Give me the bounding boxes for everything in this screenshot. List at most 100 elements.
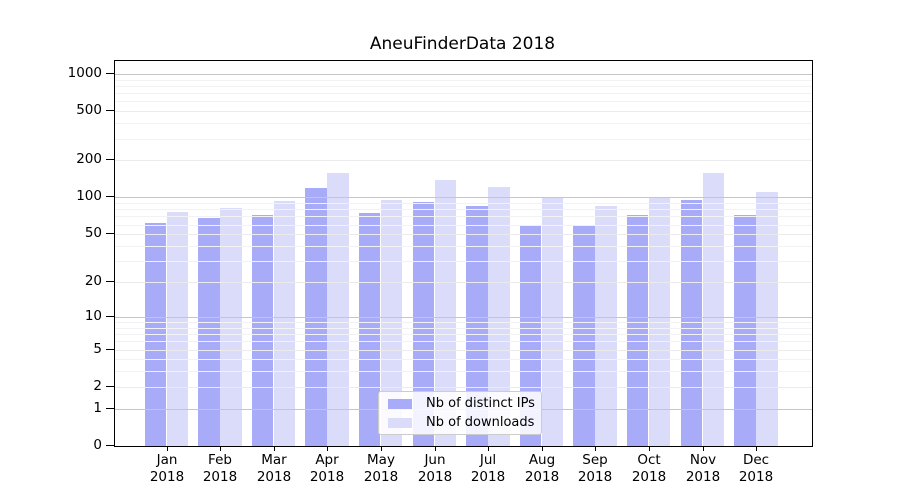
bar-distinct-ips-apr — [305, 187, 327, 446]
gridline-3 — [115, 371, 812, 372]
x-tick-mark-feb — [220, 446, 221, 451]
gridline-100 — [115, 197, 812, 198]
month-label: Aug — [528, 452, 556, 468]
x-tick-mark-aug — [542, 446, 543, 451]
gridline-70 — [115, 216, 812, 217]
bar-downloads-jul — [488, 186, 510, 446]
gridline-60 — [115, 225, 812, 226]
x-tick-label-sep: Sep 2018 — [567, 452, 623, 486]
year-label: 2018 — [149, 469, 185, 485]
x-tick-label-apr: Apr 2018 — [299, 452, 355, 486]
month-label: Feb — [208, 452, 232, 468]
bar-distinct-ips-mar — [251, 214, 274, 446]
y-tick-mark-1 — [106, 408, 114, 409]
gridline-300 — [115, 139, 812, 140]
month-label: Jun — [424, 452, 446, 468]
bar-distinct-ips-feb — [198, 217, 220, 446]
month-label: May — [367, 452, 395, 468]
gridline-800 — [115, 86, 812, 87]
x-tick-mark-jul — [488, 446, 489, 451]
y-tick-label-10: 10 — [84, 308, 102, 324]
y-tick-mark-1000 — [106, 73, 114, 74]
y-tick-label-5: 5 — [93, 341, 102, 357]
year-label: 2018 — [524, 469, 560, 485]
gridline-200 — [115, 160, 812, 161]
year-label: 2018 — [577, 469, 613, 485]
x-tick-mark-nov — [703, 446, 704, 451]
y-tick-label-50: 50 — [84, 225, 102, 241]
y-tick-mark-2 — [106, 386, 114, 387]
gridline-80 — [115, 209, 812, 210]
x-tick-mark-sep — [595, 446, 596, 451]
year-label: 2018 — [417, 469, 453, 485]
bar-distinct-ips-aug — [519, 225, 542, 446]
gridline-7 — [115, 334, 812, 335]
y-tick-label-1000: 1000 — [67, 65, 102, 81]
legend-swatch-downloads — [388, 417, 412, 428]
x-tick-mark-dec — [756, 446, 757, 451]
month-label: Dec — [742, 452, 770, 468]
gridline-5 — [115, 350, 812, 351]
bar-distinct-ips-sep — [573, 225, 595, 446]
x-tick-label-mar: Mar 2018 — [246, 452, 302, 486]
month-label: Nov — [689, 452, 717, 468]
x-tick-label-jun: Jun 2018 — [407, 452, 463, 486]
y-tick-mark-50 — [106, 233, 114, 234]
gridline-4 — [115, 359, 812, 360]
gridline-600 — [115, 101, 812, 102]
gridline-20 — [115, 282, 812, 283]
gridline-1000 — [115, 74, 812, 75]
legend-swatch-distinct-ips — [388, 398, 412, 409]
bar-downloads-mar — [273, 201, 296, 446]
x-tick-mark-jan — [167, 446, 168, 451]
legend-item-downloads: Nb of downloads — [388, 415, 534, 430]
x-tick-label-dec: Dec 2018 — [728, 452, 784, 486]
bar-distinct-ips-jul — [466, 206, 488, 446]
year-label: 2018 — [685, 469, 721, 485]
y-tick-label-200: 200 — [76, 151, 102, 167]
y-tick-label-100: 100 — [76, 188, 102, 204]
y-tick-mark-0 — [106, 445, 114, 446]
bar-downloads-feb — [220, 208, 242, 446]
year-label: 2018 — [631, 469, 667, 485]
month-label: Jan — [156, 452, 178, 468]
legend: Nb of distinct IPs Nb of downloads — [378, 391, 542, 435]
x-tick-label-feb: Feb 2018 — [192, 452, 248, 486]
legend-item-distinct-ips: Nb of distinct IPs — [388, 396, 535, 411]
gridline-8 — [115, 328, 812, 329]
gridline-6 — [115, 341, 812, 342]
gridline-9 — [115, 322, 812, 323]
year-label: 2018 — [309, 469, 345, 485]
x-tick-label-jul: Jul 2018 — [460, 452, 516, 486]
bar-downloads-apr — [327, 173, 349, 446]
year-label: 2018 — [202, 469, 238, 485]
x-tick-mark-oct — [649, 446, 650, 451]
gridline-40 — [115, 246, 812, 247]
gridline-30 — [115, 261, 812, 262]
bar-distinct-ips-dec — [734, 214, 756, 446]
year-label: 2018 — [470, 469, 506, 485]
x-tick-label-aug: Aug 2018 — [514, 452, 570, 486]
x-tick-label-may: May 2018 — [353, 452, 409, 486]
y-tick-label-1: 1 — [93, 400, 102, 416]
gridline-90 — [115, 203, 812, 204]
year-label: 2018 — [363, 469, 399, 485]
x-tick-mark-may — [381, 446, 382, 451]
y-tick-mark-100 — [106, 196, 114, 197]
month-label: Mar — [261, 452, 287, 468]
bar-distinct-ips-jun — [412, 201, 434, 446]
year-label: 2018 — [738, 469, 774, 485]
bar-downloads-dec — [756, 192, 778, 446]
bar-downloads-jan — [166, 212, 188, 446]
gridline-10 — [115, 317, 812, 318]
y-tick-mark-20 — [106, 281, 114, 282]
gridline-700 — [115, 93, 812, 94]
legend-label-distinct-ips: Nb of distinct IPs — [426, 396, 535, 411]
gridline-50 — [115, 234, 812, 235]
plot-area — [114, 60, 813, 447]
x-tick-mark-jun — [435, 446, 436, 451]
y-tick-mark-5 — [106, 349, 114, 350]
x-tick-label-oct: Oct 2018 — [621, 452, 677, 486]
y-tick-mark-500 — [106, 110, 114, 111]
